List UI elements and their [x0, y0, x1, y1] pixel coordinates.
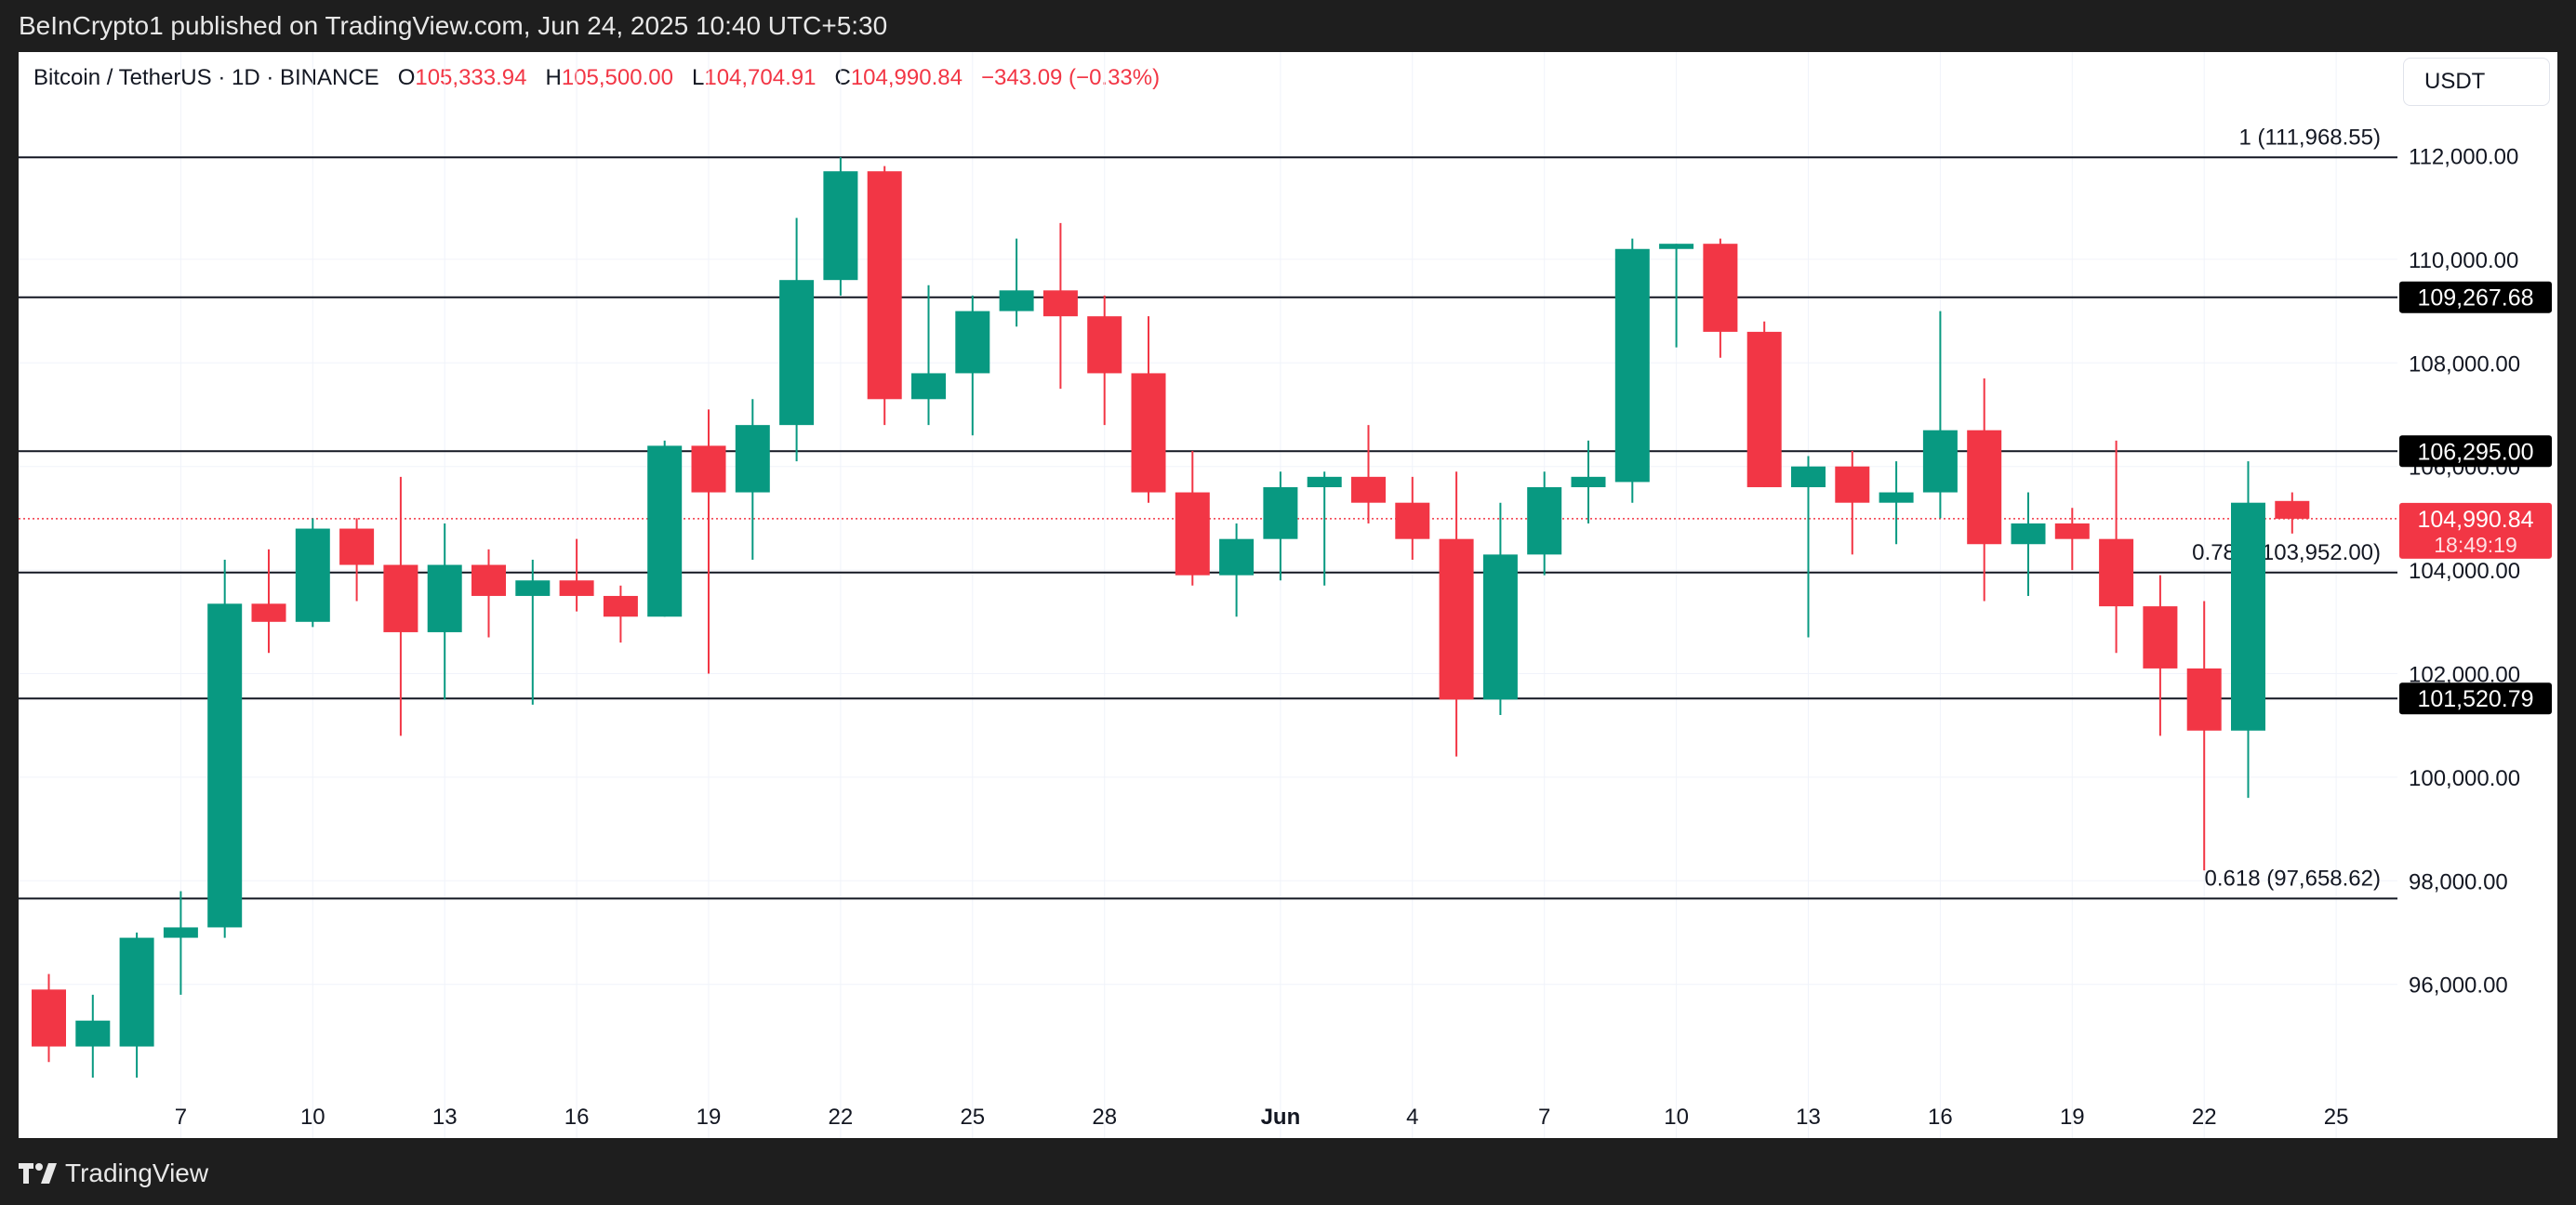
high-value: 105,500.00 [561, 65, 673, 90]
low-label: L [691, 65, 705, 90]
tradingview-logo-icon [19, 1163, 57, 1184]
chart-panel[interactable] [19, 52, 2557, 1138]
low-value: 104,704.91 [704, 65, 817, 90]
brand-name: TradingView [65, 1159, 209, 1187]
tradingview-logo[interactable]: TradingView [19, 1159, 209, 1187]
close-value: 104,990.84 [850, 65, 963, 90]
open-label: O [397, 65, 416, 90]
high-label: H [545, 65, 562, 90]
publish-info: BeInCrypto1 published on TradingView.com… [19, 11, 888, 40]
currency-button[interactable]: USDT [2403, 58, 2550, 106]
price-change: −343.09 (−0.33%) [980, 65, 1161, 90]
symbol-legend: Bitcoin / TetherUS · 1D · BINANCE O105,3… [33, 65, 1160, 91]
open-value: 105,333.94 [415, 65, 527, 90]
symbol-name: Bitcoin / TetherUS · 1D · BINANCE [33, 65, 379, 90]
close-label: C [834, 65, 851, 90]
